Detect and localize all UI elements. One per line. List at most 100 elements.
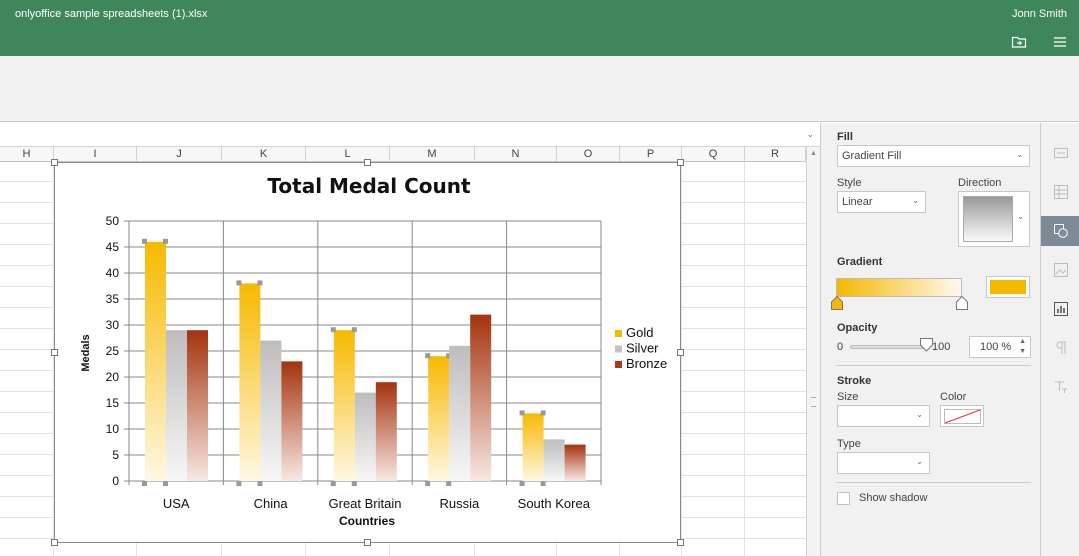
medal-chart[interactable]: Total Medal Count Countries Medals 0 5 10 1… [55,163,680,542]
scrollbar-grip[interactable] [811,397,816,407]
y-tick-label: 10 [106,422,120,436]
resize-handle[interactable] [51,349,58,356]
y-tick-label: 40 [106,266,120,280]
column-header-q[interactable]: Q [682,147,745,162]
shape-settings-button[interactable] [1041,216,1079,246]
menu-icon[interactable] [1052,34,1068,50]
gradient-stop-handle[interactable] [956,295,968,315]
series-selection-handle [519,410,525,416]
column-gridline [744,162,745,556]
y-tick-label: 5 [112,448,119,462]
bar-gold [145,241,166,481]
bar-silver [354,392,376,481]
resize-handle[interactable] [677,539,684,546]
chevron-down-icon: ⌄ [916,410,923,419]
series-selection-handle [540,481,546,486]
column-header-l[interactable]: L [306,147,390,162]
table-settings-button[interactable] [1041,177,1079,207]
stroke-color-picker[interactable] [940,405,984,427]
image-settings-button[interactable] [1041,255,1079,285]
legend-label-gold: Gold [626,325,653,340]
vertical-scrollbar[interactable]: ▲ [806,147,820,556]
column-header-n[interactable]: N [475,147,557,162]
user-name[interactable]: Jonn Smith [1011,8,1067,20]
column-header-i[interactable]: I [54,147,137,162]
gradient-direction-picker[interactable]: ⌄ [958,191,1030,247]
gradient-stop-handle[interactable] [831,295,843,315]
style-label: Style [837,177,862,189]
gradient-style-select[interactable]: Linear ⌄ [837,191,926,213]
opacity-slider-track[interactable] [850,345,926,349]
series-selection-handle [519,481,525,486]
y-tick-label: 0 [112,474,119,488]
bar-bronze [187,330,208,481]
direction-preview [963,196,1013,242]
text-art-icon [1055,381,1067,393]
stroke-type-select[interactable]: ⌄ [837,452,930,474]
paragraph-settings-button[interactable] [1041,333,1079,363]
chart-settings-panel: Fill Gradient Fill ⌄ Style Linear ⌄ Dire… [820,123,1040,556]
gradient-bar[interactable] [836,278,962,297]
chart-icon [1054,302,1068,316]
opacity-max-label: 100 [932,341,951,353]
column-header-h[interactable]: H [0,147,54,162]
series-selection-handle [446,481,452,486]
image-icon [1054,263,1068,277]
x-tick-label: Great Britain [329,496,402,511]
opacity-min-label: 0 [837,341,844,353]
y-tick-label: 25 [106,344,120,358]
resize-handle[interactable] [364,539,371,546]
series-selection-handle [257,481,263,486]
bar-silver [166,330,187,481]
bar-bronze [281,361,303,481]
formula-bar[interactable]: ⌄ [0,123,820,147]
series-selection-handle [351,327,357,333]
column-header-o[interactable]: O [557,147,620,162]
column-header-r[interactable]: R [745,147,806,162]
paragraph-icon [1056,341,1066,354]
expand-formula-chevron-icon[interactable]: ⌄ [806,129,814,139]
fill-type-select[interactable]: Gradient Fill ⌄ [837,145,1030,167]
resize-handle[interactable] [51,159,58,166]
opacity-input[interactable]: 100 % ▲ ▼ [969,336,1031,358]
stroke-label: Stroke [837,375,872,387]
column-header-m[interactable]: M [390,147,475,162]
chart-settings-button[interactable] [1041,294,1079,324]
series-selection-handle [163,481,168,486]
stroke-size-select[interactable]: ⌄ [837,405,930,427]
fill-type-value: Gradient Fill [842,150,902,162]
stroke-color-label: Color [940,391,967,403]
column-header-j[interactable]: J [137,147,222,162]
cell-settings-button[interactable] [1041,138,1079,168]
bar-silver [449,345,471,481]
scroll-up-icon[interactable]: ▲ [810,150,817,157]
column-header-k[interactable]: K [222,147,306,162]
y-tick-label: 50 [106,214,120,228]
open-file-location-icon[interactable] [1011,34,1027,50]
show-shadow-label[interactable]: Show shadow [859,492,928,504]
series-selection-handle [236,280,242,286]
legend-label-bronze: Bronze [626,356,667,371]
gradient-color-picker[interactable] [986,276,1030,298]
increment-icon[interactable]: ▲ [1019,338,1026,345]
column-header-p[interactable]: P [620,147,682,162]
y-tick-label: 35 [106,292,120,306]
series-selection-handle [163,238,168,244]
opacity-slider-thumb[interactable] [920,338,933,357]
resize-handle[interactable] [677,159,684,166]
show-shadow-checkbox[interactable] [837,492,850,505]
divider [836,365,1031,366]
text-art-settings-button[interactable] [1041,372,1079,402]
resize-handle[interactable] [677,349,684,356]
resize-handle[interactable] [364,159,371,166]
resize-handle[interactable] [51,539,58,546]
decrement-icon[interactable]: ▼ [1019,348,1026,355]
series-selection-handle [446,353,452,359]
chevron-down-icon: ⌄ [1017,212,1024,221]
cell-settings-icon [1054,148,1068,158]
series-selection-handle [425,353,431,359]
shape-icon [1054,224,1068,238]
opacity-value: 100 % [980,341,1012,353]
chart-object[interactable]: Total Medal Count Countries Medals 0 5 10 1… [51,159,684,546]
